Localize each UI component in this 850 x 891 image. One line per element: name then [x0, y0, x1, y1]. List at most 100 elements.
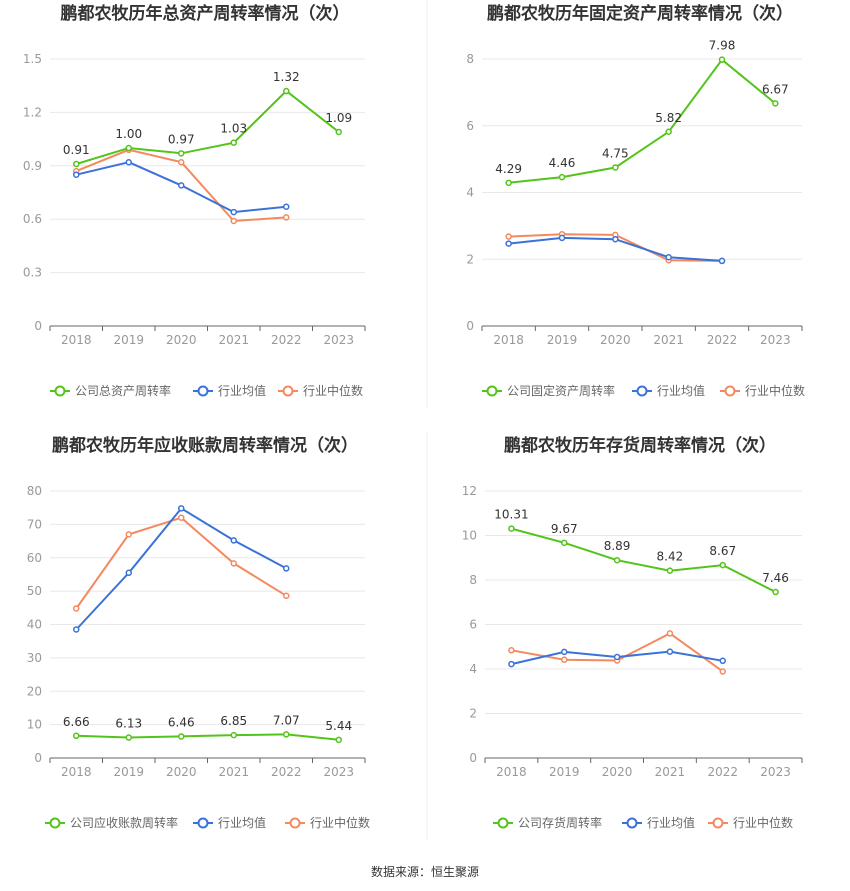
- chart-title: 鹏都农牧历年固定资产周转率情况（次）: [487, 3, 793, 24]
- data-point: [718, 56, 726, 63]
- data-label: 10.31: [494, 508, 528, 522]
- data-point: [561, 648, 568, 656]
- data-point: [613, 556, 621, 564]
- legend-marker: [54, 385, 66, 397]
- legend-label: 行业中位数: [745, 383, 805, 398]
- legend-marker: [49, 817, 61, 829]
- legend-label: 行业均值: [657, 383, 705, 398]
- data-point: [230, 537, 237, 544]
- y-tick-label: 20: [27, 684, 42, 698]
- y-tick-label: 12: [462, 484, 477, 498]
- y-tick-label: 40: [27, 618, 42, 632]
- data-point: [719, 561, 726, 569]
- data-point: [230, 560, 237, 567]
- data-point: [508, 647, 515, 654]
- x-tick-label: 2021: [653, 333, 684, 347]
- series-line-0: [76, 89, 340, 165]
- legend-marker: [626, 817, 638, 829]
- legend-label: 行业均值: [218, 383, 266, 398]
- data-point: [719, 668, 726, 675]
- data-point: [666, 630, 674, 637]
- y-tick-label: 2: [469, 707, 477, 721]
- data-point: [125, 158, 132, 166]
- data-label: 8.67: [709, 544, 736, 558]
- data-point: [613, 653, 621, 661]
- y-tick-label: 8: [466, 52, 474, 66]
- data-label: 6.13: [115, 717, 142, 731]
- series-line-2: [511, 632, 724, 673]
- data-label: 7.07: [273, 713, 300, 727]
- x-tick-label: 2020: [600, 333, 631, 347]
- data-point: [230, 208, 237, 216]
- data-point: [283, 87, 290, 95]
- chart-3: 鹏都农牧历年应收账款周转率情况（次） 0 10 20 30 40 50 60 70 80 2018 2…: [27, 435, 370, 830]
- x-tick-label: 2018: [61, 765, 92, 779]
- data-point: [612, 235, 619, 243]
- legend-marker: [724, 385, 736, 397]
- legend-label: 公司总资产周转率: [75, 383, 171, 398]
- y-tick-label: 1.5: [23, 52, 42, 66]
- x-tick-label: 2019: [549, 765, 580, 779]
- data-label: 4.75: [602, 146, 629, 160]
- data-point: [719, 657, 726, 665]
- y-tick-label: 0.9: [23, 159, 42, 173]
- legend-marker: [712, 817, 724, 829]
- y-tick-label: 0: [469, 751, 477, 765]
- x-tick-label: 2022: [707, 765, 738, 779]
- series-line-1: [75, 507, 287, 631]
- legend-label: 行业均值: [218, 815, 266, 830]
- x-tick-label: 2019: [113, 333, 144, 347]
- data-point: [125, 734, 132, 741]
- y-tick-label: 50: [27, 584, 42, 598]
- y-tick-label: 60: [27, 551, 42, 565]
- data-label: 6.46: [168, 715, 195, 729]
- data-point: [230, 217, 237, 225]
- y-tick-label: 0: [466, 319, 474, 333]
- data-label: 4.29: [495, 162, 522, 176]
- y-tick-label: 0.6: [23, 212, 42, 226]
- data-point: [73, 160, 80, 168]
- data-point: [73, 732, 80, 740]
- data-point: [73, 605, 80, 612]
- data-label: 6.66: [63, 715, 90, 729]
- legend-label: 行业中位数: [733, 815, 793, 830]
- data-label: 5.44: [325, 719, 352, 733]
- data-point: [718, 257, 726, 265]
- x-tick-label: 2023: [760, 333, 791, 347]
- legend-marker: [197, 385, 209, 397]
- data-point: [283, 592, 290, 600]
- data-label: 1.32: [273, 70, 300, 84]
- chart-4: 鹏都农牧历年存货周转率情况（次） 0 2 4 6 8 10 12 2018 2019 2020 202…: [462, 435, 803, 830]
- legend-label: 行业均值: [647, 815, 695, 830]
- data-point: [230, 731, 237, 739]
- x-tick-label: 2022: [707, 333, 738, 347]
- data-label: 1.03: [220, 122, 247, 136]
- y-tick-label: 10: [462, 529, 477, 543]
- data-label: 1.00: [115, 127, 142, 141]
- data-label: 9.67: [551, 522, 578, 536]
- x-tick-label: 2019: [547, 333, 578, 347]
- series-line-0: [511, 527, 777, 593]
- data-label: 0.97: [168, 132, 195, 146]
- data-point: [178, 733, 185, 740]
- y-tick-label: 6: [466, 119, 474, 133]
- chart-title: 鹏都农牧历年应收账款周转率情况（次）: [52, 435, 358, 456]
- data-label: 6.85: [220, 714, 247, 728]
- y-tick-label: 4: [469, 662, 477, 676]
- data-label: 4.46: [549, 156, 576, 170]
- data-point: [665, 128, 672, 136]
- data-label: 7.46: [762, 571, 789, 585]
- chart-title: 鹏都农牧历年总资产周转率情况（次）: [61, 3, 350, 24]
- y-tick-label: 4: [466, 186, 474, 200]
- data-point: [283, 731, 290, 738]
- legend-label: 行业中位数: [303, 383, 363, 398]
- data-point: [125, 144, 132, 152]
- legend-marker: [486, 385, 498, 397]
- data-label: 6.67: [762, 82, 789, 96]
- chart-title: 鹏都农牧历年存货周转率情况（次）: [504, 435, 776, 456]
- x-tick-label: 2020: [166, 333, 197, 347]
- legend-marker: [636, 385, 648, 397]
- data-point: [178, 514, 185, 521]
- x-tick-label: 2022: [271, 765, 302, 779]
